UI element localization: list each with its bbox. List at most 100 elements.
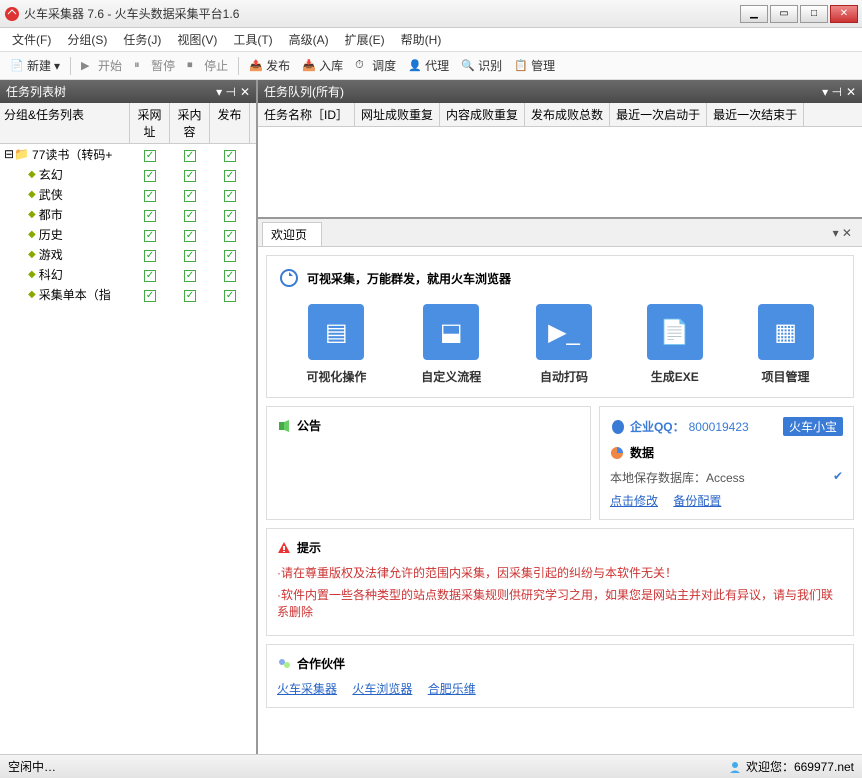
backup-link[interactable]: 备份配置 (673, 494, 721, 508)
qq-badge[interactable]: 火车小宝 (783, 417, 843, 436)
welcome-tab[interactable]: 欢迎页 (262, 222, 322, 246)
checkbox[interactable]: ✓ (184, 190, 196, 202)
checkbox[interactable]: ✓ (184, 270, 196, 282)
toolbar-发布[interactable]: 📤发布 (245, 55, 294, 76)
welcome-user: 欢迎您：669977.net (746, 758, 854, 775)
checkbox[interactable]: ✓ (184, 230, 196, 242)
toolbar-识别[interactable]: 🔍识别 (457, 55, 506, 76)
feature-item[interactable]: ▦项目管理 (758, 304, 814, 385)
checkbox[interactable]: ✓ (184, 170, 196, 182)
checkbox[interactable]: ✓ (144, 170, 156, 182)
checkbox[interactable]: ✓ (184, 250, 196, 262)
queue-pin-icon[interactable]: ▾ ⊣ (822, 85, 842, 99)
feature-item[interactable]: ▶_自动打码 (536, 304, 592, 385)
checkbox[interactable]: ✓ (224, 230, 236, 242)
checkbox[interactable]: ✓ (144, 250, 156, 262)
menu-item[interactable]: 文件(F) (6, 29, 57, 50)
menu-item[interactable]: 扩展(E) (339, 29, 391, 50)
checkbox[interactable]: ✓ (224, 250, 236, 262)
menu-item[interactable]: 分组(S) (61, 29, 113, 50)
partner-card: 合作伙伴 火车采集器 火车浏览器 合肥乐维 (266, 644, 854, 708)
tree-col-content[interactable]: 采内容 (170, 103, 210, 143)
tree-header: 分组&任务列表 采网址 采内容 发布 (0, 103, 256, 144)
queue-panel: 任务队列(所有) ▾ ⊣ ✕ 任务名称［ID］网址成败重复内容成败重复发布成败总… (258, 80, 862, 219)
menu-item[interactable]: 视图(V) (171, 29, 223, 50)
checkbox[interactable]: ✓ (184, 290, 196, 302)
menu-item[interactable]: 帮助(H) (395, 29, 448, 50)
queue-close-icon[interactable]: ✕ (846, 85, 856, 99)
checkbox[interactable]: ✓ (144, 150, 156, 162)
partner-link-1[interactable]: 火车采集器 (277, 682, 337, 696)
tree-item[interactable]: ◆采集单本（指✓✓✓ (0, 284, 256, 304)
menu-item[interactable]: 高级(A) (283, 29, 335, 50)
minimize-button[interactable]: ▁ (740, 5, 768, 23)
feature-item[interactable]: 📄生成EXE (647, 304, 703, 385)
close-button[interactable]: ✕ (830, 5, 858, 23)
toolbar-管理[interactable]: 📋管理 (510, 55, 559, 76)
checkbox[interactable]: ✓ (144, 210, 156, 222)
restore-button[interactable]: ▭ (770, 5, 798, 23)
checkbox[interactable]: ✓ (144, 270, 156, 282)
queue-col[interactable]: 网址成败重复 (355, 103, 440, 126)
toolbar-icon: 📥 (302, 59, 316, 73)
qq-icon (610, 419, 626, 435)
toolbar-新建[interactable]: 📄新建 ▾ (6, 55, 64, 76)
checkbox[interactable]: ✓ (224, 170, 236, 182)
checkbox[interactable]: ✓ (144, 190, 156, 202)
toolbar-开始[interactable]: ▶开始 (77, 55, 126, 76)
menu-item[interactable]: 任务(J) (117, 29, 167, 50)
queue-col[interactable]: 发布成败总数 (525, 103, 610, 126)
checkbox[interactable]: ✓ (224, 150, 236, 162)
tree-col-name[interactable]: 分组&任务列表 (0, 103, 130, 143)
queue-col[interactable]: 内容成败重复 (440, 103, 525, 126)
tree-item[interactable]: ◆游戏✓✓✓ (0, 244, 256, 264)
toolbar-暂停[interactable]: ⏸暂停 (130, 55, 179, 76)
tree-item[interactable]: ◆历史✓✓✓ (0, 224, 256, 244)
pin-icon[interactable]: ▾ ⊣ (216, 85, 236, 99)
checkbox[interactable]: ✓ (184, 210, 196, 222)
checkbox[interactable]: ✓ (184, 150, 196, 162)
warning-line-2: ·软件内置一些各种类型的站点数据采集规则供研究学习之用，如果您是网站主并对此有异… (277, 586, 843, 620)
qq-line: 企业QQ： 800019423 火车小宝 (610, 417, 843, 436)
checkbox[interactable]: ✓ (224, 190, 236, 202)
toolbar: 📄新建 ▾ ▶开始⏸暂停⏹停止 📤发布📥入库⏱调度👤代理🔍识别📋管理 (0, 52, 862, 80)
toolbar-代理[interactable]: 👤代理 (404, 55, 453, 76)
panel-close-icon[interactable]: ✕ (240, 85, 250, 99)
feature-icon: ▶_ (536, 304, 592, 360)
queue-col[interactable]: 最近一次启动于 (610, 103, 707, 126)
toolbar-调度[interactable]: ⏱调度 (351, 55, 400, 76)
checkbox[interactable]: ✓ (224, 290, 236, 302)
queue-col[interactable]: 最近一次结束于 (707, 103, 804, 126)
toolbar-入库[interactable]: 📥入库 (298, 55, 347, 76)
tree-col-publish[interactable]: 发布 (210, 103, 250, 143)
feature-icon: ▦ (758, 304, 814, 360)
qq-number[interactable]: 800019423 (689, 420, 749, 434)
tree-folder[interactable]: ⊟ 📁77读书（转码+✓✓✓ (0, 144, 256, 164)
feature-item[interactable]: ⬓自定义流程 (421, 304, 481, 385)
checkbox[interactable]: ✓ (224, 270, 236, 282)
toolbar-icon: 🔍 (461, 59, 475, 73)
tree-item[interactable]: ◆玄幻✓✓✓ (0, 164, 256, 184)
checkbox[interactable]: ✓ (224, 210, 236, 222)
queue-col[interactable]: 任务名称［ID］ (258, 103, 355, 126)
partner-title: 合作伙伴 (297, 655, 345, 672)
modify-link[interactable]: 点击修改 (610, 494, 658, 508)
maximize-button[interactable]: □ (800, 5, 828, 23)
checkbox[interactable]: ✓ (144, 230, 156, 242)
feature-icon: ▤ (308, 304, 364, 360)
checkbox[interactable]: ✓ (144, 290, 156, 302)
tree-panel-title: 任务列表树 ▾ ⊣ ✕ (0, 80, 256, 103)
tab-controls[interactable]: ▾ ✕ (827, 224, 858, 242)
toolbar-停止[interactable]: ⏹停止 (183, 55, 232, 76)
feature-item[interactable]: ▤可视化操作 (306, 304, 366, 385)
queue-title: 任务队列(所有) ▾ ⊣ ✕ (258, 80, 862, 103)
db-info: 本地保存数据库：Access (610, 471, 745, 485)
partner-link-3[interactable]: 合肥乐维 (428, 682, 476, 696)
tree-item[interactable]: ◆科幻✓✓✓ (0, 264, 256, 284)
menu-item[interactable]: 工具(T) (227, 29, 278, 50)
partner-link-2[interactable]: 火车浏览器 (352, 682, 412, 696)
tree-item[interactable]: ◆都市✓✓✓ (0, 204, 256, 224)
refresh-icon (279, 268, 299, 288)
tree-item[interactable]: ◆武侠✓✓✓ (0, 184, 256, 204)
tree-col-url[interactable]: 采网址 (130, 103, 170, 143)
